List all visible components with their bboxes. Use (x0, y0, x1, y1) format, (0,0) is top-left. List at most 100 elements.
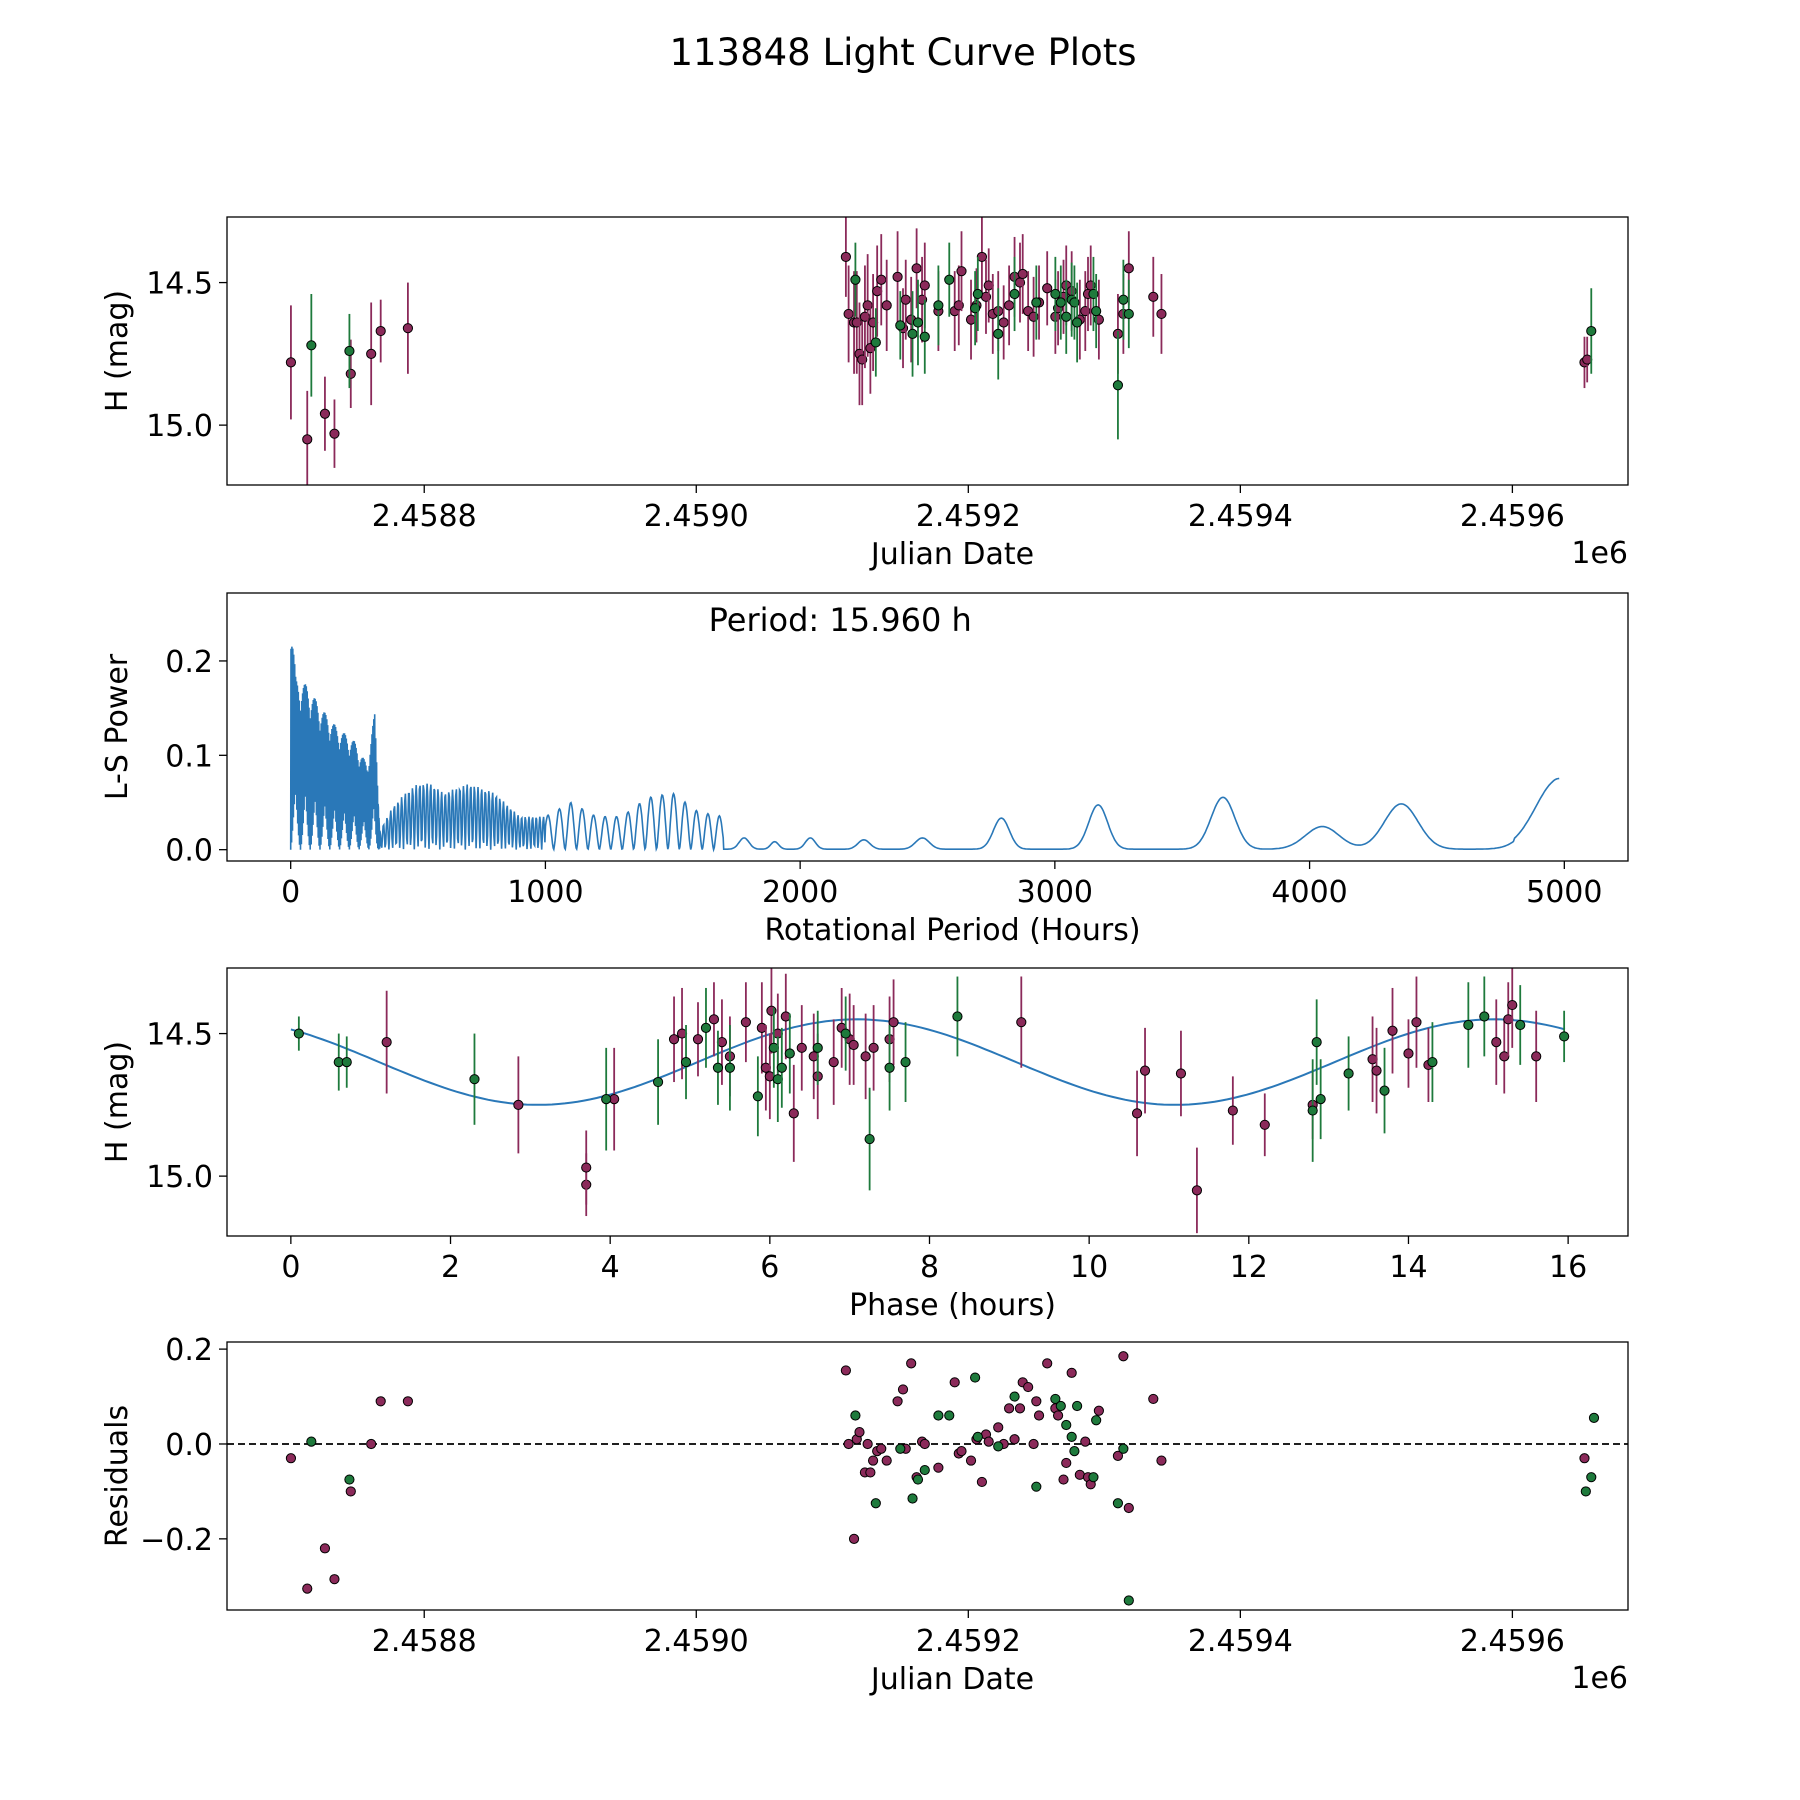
phase-magenta-point (1491, 1037, 1502, 1048)
phase-green-point (700, 1022, 712, 1033)
lc-panel: 2.4588 2.4590 2.4592 2.4594 2.4596 15.0 14.5 Ju… (100, 216, 1629, 572)
resid-magenta-point (302, 1583, 313, 1594)
phase-green-point (784, 1048, 795, 1059)
phase-green-point (1315, 1094, 1326, 1105)
resid-magenta-point (1023, 1381, 1034, 1393)
lc-magenta-point (998, 317, 1009, 328)
phase-magenta-point (1259, 1119, 1270, 1130)
resid-x-offset-label: 1e6 (1571, 1661, 1628, 1696)
phase-green-point (1479, 1011, 1490, 1022)
lc-magenta-point (1017, 268, 1028, 280)
phase-magenta-point (1531, 1051, 1542, 1062)
phase-xtick-label: 10 (1070, 1250, 1108, 1285)
phase-ylabel: H (mag) (100, 1041, 135, 1163)
ls-ytick-label: 0.1 (165, 739, 213, 774)
lc-magenta-point (285, 357, 297, 368)
phase-magenta-point (692, 1034, 704, 1045)
lc-x-offset-label: 1e6 (1571, 536, 1628, 571)
ls-frame (226, 592, 1629, 862)
resid-magenta-point (1028, 1438, 1039, 1450)
lc-xtick-label: 2.4592 (916, 499, 1021, 534)
resid-green-point (1118, 1443, 1129, 1454)
lc-green-point (1031, 297, 1042, 308)
phase-panel: 0 2 4 6 8 10 12 14 16 15.0 14.5 Phase (hours) H (mag… (100, 967, 1629, 1323)
resid-green-point (344, 1474, 355, 1485)
resid-green-point (870, 1498, 881, 1509)
lc-ylabel: H (mag) (100, 290, 135, 412)
phase-magenta-point (868, 1042, 879, 1053)
resid-xtick-label: 2.4588 (372, 1624, 477, 1659)
resid-magenta-point (1004, 1403, 1015, 1414)
resid-green-point (1050, 1393, 1061, 1405)
resid-magenta-point (840, 1365, 851, 1376)
lc-ytick-label: 15.0 (146, 409, 213, 444)
resid-magenta-point (366, 1438, 377, 1450)
resid-xtick-label: 2.4590 (644, 1624, 749, 1659)
phase-green-point (752, 1091, 763, 1102)
resid-magenta-point (993, 1422, 1004, 1433)
phase-green-point (1343, 1068, 1354, 1079)
phase-magenta-point (708, 1014, 720, 1025)
lc-magenta-point (366, 348, 377, 359)
lc-green-point (850, 274, 861, 285)
resid-magenta-point (949, 1377, 960, 1388)
resid-magenta-point (319, 1543, 331, 1554)
resid-magenta-point (402, 1396, 414, 1407)
lc-green-point (933, 300, 944, 311)
phase-xtick-label: 16 (1549, 1250, 1587, 1285)
phase-xtick-label: 8 (920, 1250, 939, 1285)
phase-xtick-label: 12 (1230, 1250, 1268, 1285)
resid-magenta-point (329, 1574, 340, 1585)
ls-ytick-label: 0.0 (165, 834, 213, 869)
resid-magenta-point (1112, 1450, 1124, 1461)
resid-magenta-point (848, 1533, 860, 1544)
phase-magenta-point (1371, 1065, 1382, 1076)
resid-xlabel: Julian Date (869, 1662, 1034, 1697)
phase-magenta-point (1403, 1048, 1414, 1059)
resid-green-point (1123, 1595, 1134, 1606)
ls-panel: Period: 15.960 h 0 1000 2000 3000 4000 5000 0.0… (100, 592, 1629, 948)
phase-magenta-point (1411, 1017, 1422, 1028)
resid-magenta-point (867, 1455, 879, 1466)
phase-plot-area (290, 968, 1570, 1234)
lc-xlabel: Julian Date (869, 537, 1034, 572)
resid-green-point (1088, 1472, 1099, 1483)
phase-green-point (1427, 1056, 1438, 1068)
lc-green-point (1118, 294, 1129, 305)
lc-magenta-point (843, 308, 854, 320)
resid-magenta-point (375, 1396, 386, 1407)
phase-magenta-point (828, 1056, 839, 1068)
phase-green-point (469, 1074, 480, 1085)
resid-green-point (912, 1474, 924, 1485)
phase-magenta-point (860, 1051, 871, 1062)
resid-magenta-point (1058, 1474, 1069, 1485)
phase-magenta-point (740, 1017, 751, 1028)
resid-panel: 2.4588 2.4590 2.4592 2.4594 2.4596 0.2 0.0 −0.2… (100, 1333, 1629, 1697)
ls-xtick-label: 4000 (1271, 875, 1347, 910)
panels: 2.4588 2.4590 2.4592 2.4594 2.4596 15.0 14.5 Ju… (100, 216, 1629, 1697)
resid-green-point (1061, 1419, 1072, 1431)
resid-magenta-point (1080, 1436, 1091, 1447)
ls-ylabel: L-S Power (100, 653, 135, 800)
resid-green-point (1112, 1498, 1124, 1509)
period-annotation: Period: 15.960 h (709, 601, 972, 639)
resid-magenta-point (1123, 1502, 1134, 1514)
resid-magenta-point (1066, 1367, 1077, 1378)
phase-green-point (884, 1062, 895, 1073)
resid-magenta-point (881, 1455, 892, 1466)
phase-magenta-point (1227, 1105, 1238, 1116)
resid-magenta-point (906, 1358, 917, 1369)
phase-green-point (341, 1056, 352, 1068)
resid-green-point (1031, 1481, 1042, 1492)
resid-magenta-point (1061, 1457, 1072, 1469)
resid-green-point (970, 1372, 981, 1383)
resid-magenta-point (892, 1396, 903, 1407)
phase-green-point (840, 1028, 851, 1039)
lc-magenta-point (1148, 291, 1159, 302)
phase-magenta-point (381, 1037, 392, 1048)
phase-xtick-label: 14 (1389, 1250, 1427, 1285)
lc-magenta-point (345, 368, 356, 379)
ls-xtick-label: 0 (281, 875, 300, 910)
phase-green-point (601, 1094, 612, 1105)
ls-xtick-label: 3000 (1017, 875, 1093, 910)
